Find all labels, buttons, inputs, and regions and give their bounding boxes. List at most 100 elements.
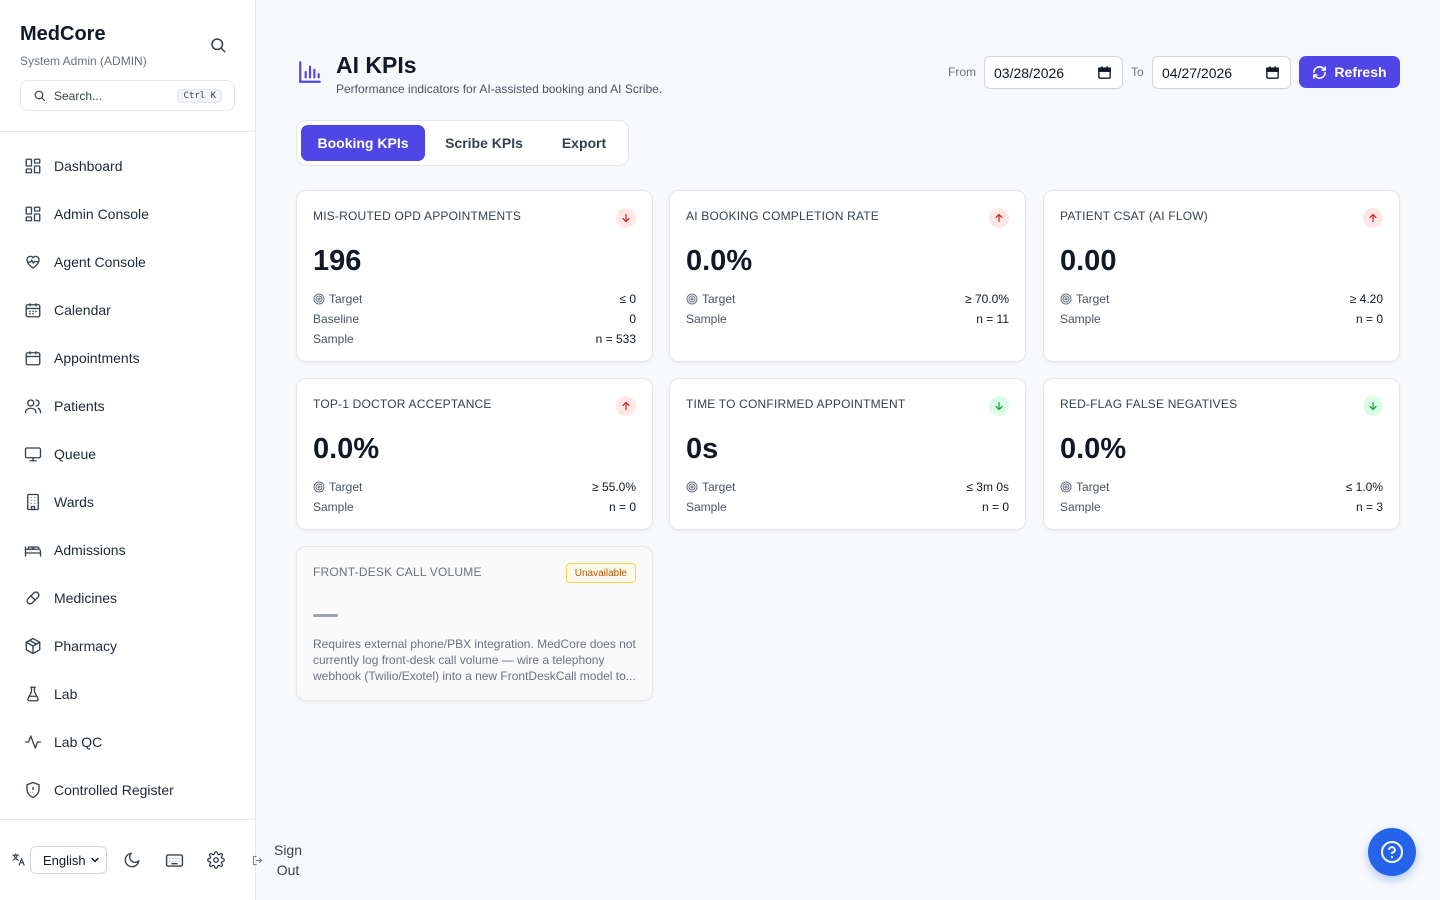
trend-down-icon (616, 208, 636, 228)
pill-icon (24, 589, 42, 607)
sidebar-item-dashboard[interactable]: Dashboard (0, 142, 256, 190)
kpi-row-label: Sample (313, 332, 354, 346)
trend-down-icon (989, 396, 1009, 416)
heart-pulse-icon (24, 253, 42, 271)
user-role: System Admin (ADMIN) (20, 54, 147, 68)
sidebar-item-label: Queue (54, 446, 97, 462)
kpi-value: 0.0% (313, 433, 380, 465)
kpi-card: TIME TO CONFIRMED APPOINTMENT 0s Target … (669, 378, 1026, 530)
kpi-card-unavailable: FRONT-DESK CALL VOLUME Unavailable Requi… (296, 546, 653, 701)
sidebar-item-controlled-register[interactable]: Controlled Register (0, 766, 256, 814)
users-icon (24, 397, 42, 415)
sidebar-item-agent-console[interactable]: Agent Console (0, 238, 256, 286)
kpi-row-label: Sample (1060, 500, 1101, 514)
sidebar-item-admin-console[interactable]: Admin Console (0, 190, 256, 238)
chevron-down-icon (91, 857, 99, 863)
search-icon[interactable] (206, 33, 230, 57)
sidebar-item-medicines[interactable]: Medicines (0, 574, 256, 622)
search-input[interactable]: Search... Ctrl K (20, 80, 235, 111)
moon-icon[interactable] (122, 850, 142, 870)
sidebar-item-pharmacy[interactable]: Pharmacy (0, 622, 256, 670)
sidebar-item-label: Lab QC (54, 734, 103, 750)
sidebar-item-calendar[interactable]: Calendar (0, 286, 256, 334)
help-icon (1381, 841, 1403, 863)
calendar-icon (24, 349, 42, 367)
kpi-value: 0.0% (686, 245, 753, 277)
sign-out-button[interactable]: Sign Out (273, 842, 303, 878)
kpi-row-value: ≥ 4.20 (1349, 292, 1383, 306)
sidebar-item-patients[interactable]: Patients (0, 382, 256, 430)
tab-booking-kpis[interactable]: Booking KPIs (301, 125, 425, 161)
kpi-row-label: Target (1076, 292, 1110, 306)
tab-scribe-kpis[interactable]: Scribe KPIs (445, 135, 523, 151)
refresh-button[interactable]: Refresh (1299, 56, 1400, 88)
kpi-title: TIME TO CONFIRMED APPOINTMENT (686, 397, 906, 411)
kpi-row-value: n = 533 (595, 332, 636, 346)
logout-icon (252, 853, 263, 871)
sidebar-item-label: Pharmacy (54, 638, 118, 654)
sidebar-item-label: Controlled Register (54, 782, 174, 798)
grid-icon (24, 205, 42, 223)
sidebar-nav: Dashboard Admin Console Agent Console Ca… (0, 142, 256, 814)
kpi-title: RED-FLAG FALSE NEGATIVES (1060, 397, 1238, 411)
kpi-title: MIS-ROUTED OPD APPOINTMENTS (313, 209, 522, 223)
gear-icon[interactable] (206, 850, 226, 870)
kpi-row-value: n = 0 (608, 500, 636, 514)
kpi-baseline-row: Baseline 0 (313, 311, 636, 327)
kpi-sample-row: Sample n = 533 (313, 331, 636, 347)
kpi-row-label: Target (329, 480, 363, 494)
sidebar-item-wards[interactable]: Wards (0, 478, 256, 526)
translate-icon (11, 852, 26, 872)
kpi-target-row: Target ≤ 0 (313, 291, 636, 307)
language-select[interactable]: English (30, 846, 107, 874)
sidebar-item-label: Appointments (54, 350, 140, 366)
sidebar-item-lab[interactable]: Lab (0, 670, 256, 718)
unavailable-note: Requires external phone/PBX integration.… (313, 637, 636, 683)
from-date-input[interactable]: 03/28/2026 (984, 56, 1123, 89)
kpi-row-value: ≤ 3m 0s (966, 480, 1009, 494)
sidebar-item-admissions[interactable]: Admissions (0, 526, 256, 574)
bar-chart-icon (297, 59, 323, 90)
search-icon (34, 90, 45, 101)
kpi-row-label: Target (702, 292, 736, 306)
to-date-input[interactable]: 04/27/2026 (1152, 56, 1291, 89)
sidebar-item-lab-qc[interactable]: Lab QC (0, 718, 256, 766)
from-date-value: 03/28/2026 (994, 64, 1065, 81)
sidebar-item-label: Dashboard (54, 158, 123, 174)
status-badge: Unavailable (565, 563, 636, 583)
sidebar-item-label: Lab (54, 686, 78, 702)
kpi-row-label: Sample (1060, 312, 1101, 326)
tab-export[interactable]: Export (561, 135, 607, 151)
monitor-icon (24, 445, 42, 463)
kpi-title: AI BOOKING COMPLETION RATE (686, 209, 880, 223)
kpi-value: 0s (686, 433, 719, 465)
calendar-icon (1266, 66, 1279, 79)
kpi-target-row: Target ≥ 4.20 (1060, 291, 1383, 307)
trend-down-icon (1363, 396, 1383, 416)
to-date-value: 04/27/2026 (1162, 64, 1233, 81)
sidebar: MedCore System Admin (ADMIN) Search... C… (0, 0, 256, 900)
empty-value-dash (313, 614, 338, 617)
package-icon (24, 637, 42, 655)
sidebar-item-appointments[interactable]: Appointments (0, 334, 256, 382)
kpi-title: PATIENT CSAT (AI FLOW) (1060, 209, 1208, 223)
keyboard-icon[interactable] (164, 850, 184, 870)
sidebar-item-label: Wards (54, 494, 94, 510)
target-icon (1060, 481, 1072, 493)
kpi-sample-row: Sample n = 0 (1060, 311, 1383, 327)
language-value: English (43, 852, 86, 868)
kpi-sample-row: Sample n = 0 (686, 499, 1009, 515)
target-icon (313, 293, 325, 305)
kpi-row-label: Baseline (313, 312, 360, 326)
trend-up-icon (989, 208, 1009, 228)
shield-icon (24, 781, 42, 799)
sidebar-item-queue[interactable]: Queue (0, 430, 256, 478)
kpi-card: MIS-ROUTED OPD APPOINTMENTS 196 Target ≤… (296, 190, 653, 362)
kpi-card: RED-FLAG FALSE NEGATIVES 0.0% Target ≤ 1… (1043, 378, 1400, 530)
kpi-row-value: ≥ 55.0% (592, 480, 636, 494)
help-button[interactable] (1368, 828, 1416, 876)
sidebar-item-label: Calendar (54, 302, 111, 318)
search-shortcut: Ctrl K (177, 88, 222, 103)
kpi-value: 0.00 (1060, 245, 1117, 277)
kpi-title: TOP-1 DOCTOR ACCEPTANCE (313, 397, 492, 411)
